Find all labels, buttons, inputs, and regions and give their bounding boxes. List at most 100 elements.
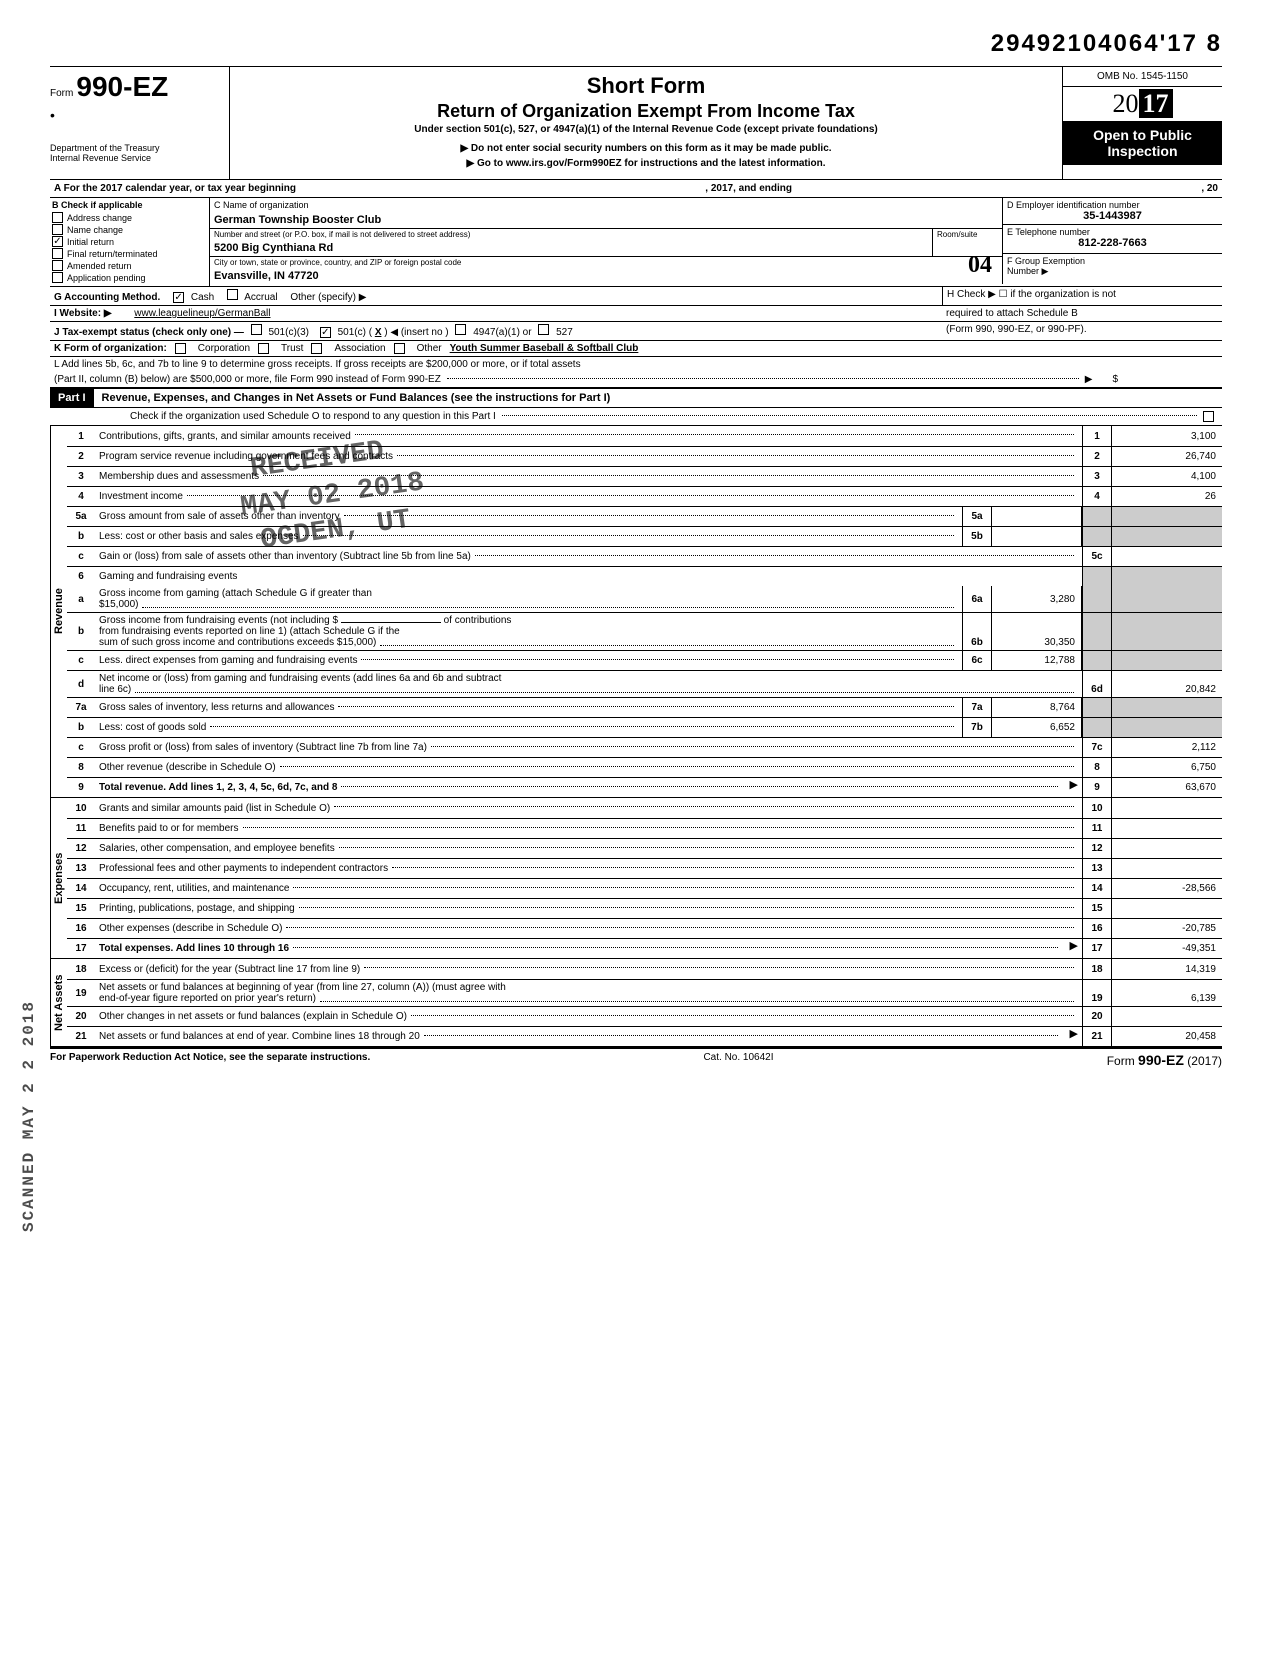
dept-treasury: Department of the Treasury — [50, 143, 221, 153]
row-GH: G Accounting Method. ✓ Cash Accrual Othe… — [50, 287, 1222, 306]
row-I: I Website: ▶ www.leaguelineup/GermanBall… — [50, 306, 1222, 322]
netassets-section: Net Assets 18Excess or (deficit) for the… — [50, 958, 1222, 1047]
open-to-public: Open to Public Inspection — [1063, 121, 1222, 165]
line-7a: 7a Gross sales of inventory, less return… — [67, 697, 1222, 717]
row-K: K Form of organization: Corporation Trus… — [50, 341, 1222, 357]
scanned-stamp: SCANNED MAY 2 2 2018 — [20, 1000, 38, 1232]
H-line1: H Check ▶ ☐ if the organization is not — [947, 289, 1218, 300]
open-line2: Inspection — [1065, 143, 1220, 159]
line-18: 18Excess or (deficit) for the year (Subt… — [67, 959, 1222, 979]
F-label2: Number ▶ — [1007, 266, 1218, 277]
line-19: 19 Net assets or fund balances at beginn… — [67, 979, 1222, 1006]
line-15: 15Printing, publications, postage, and s… — [67, 898, 1222, 918]
dept-irs: Internal Revenue Service — [50, 153, 221, 163]
D-label: D Employer identification number — [1007, 200, 1218, 210]
street-address: 5200 Big Cynthiana Rd — [210, 240, 932, 256]
subtitle: Under section 501(c), 527, or 4947(a)(1)… — [240, 124, 1052, 135]
line-12: 12Salaries, other compensation, and empl… — [67, 838, 1222, 858]
K-label: K Form of organization: — [54, 343, 167, 354]
J-insert: ) ◀ (insert no ) — [384, 327, 448, 338]
line-11: 11Benefits paid to or for members11 — [67, 818, 1222, 838]
addr-label: Number and street (or P.O. box, if mail … — [210, 229, 932, 240]
part1-label: Part I — [50, 389, 94, 407]
row-A: A For the 2017 calendar year, or tax yea… — [50, 180, 1222, 198]
footer-left: For Paperwork Reduction Act Notice, see … — [50, 1052, 370, 1068]
G-other: Other (specify) ▶ — [290, 292, 366, 303]
line-17: 17Total expenses. Add lines 10 through 1… — [67, 938, 1222, 958]
info-grid: B Check if applicable Address change Nam… — [50, 198, 1222, 287]
J-4947: 4947(a)(1) or — [473, 327, 531, 338]
G-label: G Accounting Method. — [54, 292, 160, 303]
tax-year: 2017 — [1063, 87, 1222, 121]
col-B: B Check if applicable Address change Nam… — [50, 198, 210, 286]
year-prefix: 20 — [1113, 89, 1139, 118]
line-1: 1 Contributions, gifts, grants, and simi… — [67, 426, 1222, 446]
K-corp: Corporation — [198, 343, 250, 354]
row-J: J Tax-exempt status (check only one) — 5… — [50, 322, 1222, 341]
K-assoc: Association — [334, 343, 385, 354]
rowA-end: , 20 — [1201, 183, 1218, 194]
C-label: C Name of organization — [210, 198, 1002, 212]
line-4: 4 Investment income 4 26 — [67, 486, 1222, 506]
line-5a: 5a Gross amount from sale of assets othe… — [67, 506, 1222, 526]
line-21: 21Net assets or fund balances at end of … — [67, 1026, 1222, 1046]
H-line2: required to attach Schedule B — [946, 308, 1218, 319]
row-L: L Add lines 5b, 6c, and 7b to line 9 to … — [50, 357, 1222, 388]
line-7c: c Gross profit or (loss) from sales of i… — [67, 737, 1222, 757]
rowA-mid: , 2017, and ending — [705, 183, 792, 194]
open-line1: Open to Public — [1065, 127, 1220, 143]
col-C-wrap: C Name of organization German Township B… — [210, 198, 1222, 286]
J-501c: 501(c) ( — [338, 327, 372, 338]
instruction-1: ▶ Do not enter social security numbers o… — [240, 143, 1052, 154]
form-number: 990-EZ — [76, 71, 168, 102]
part1-header-row: Part I Revenue, Expenses, and Changes in… — [50, 388, 1222, 407]
part1-title: Revenue, Expenses, and Changes in Net As… — [94, 389, 619, 407]
line-13: 13Professional fees and other payments t… — [67, 858, 1222, 878]
footer: For Paperwork Reduction Act Notice, see … — [50, 1047, 1222, 1071]
line-6: 6 Gaming and fundraising events — [67, 566, 1222, 586]
instruction-2: ▶ Go to www.irs.gov/Form990EZ for instru… — [240, 158, 1052, 169]
line-16: 16Other expenses (describe in Schedule O… — [67, 918, 1222, 938]
line-6a: a Gross income from gaming (attach Sched… — [67, 586, 1222, 612]
K-other-value: Youth Summer Baseball & Softball Club — [450, 343, 639, 354]
line-9: 9 Total revenue. Add lines 1, 2, 3, 4, 5… — [67, 777, 1222, 797]
L-line2: (Part II, column (B) below) are $500,000… — [54, 374, 441, 385]
line-7b: b Less: cost of goods sold 7b 6,652 — [67, 717, 1222, 737]
expenses-side-label: Expenses — [50, 798, 67, 958]
K-other: Other — [417, 343, 442, 354]
line-10: 10Grants and similar amounts paid (list … — [67, 798, 1222, 818]
B-header: B Check if applicable — [52, 200, 207, 210]
E-label: E Telephone number — [1007, 227, 1218, 237]
expenses-section: Expenses 10Grants and similar amounts pa… — [50, 797, 1222, 958]
I-label: I Website: ▶ — [54, 308, 112, 319]
rowA-begin: A For the 2017 calendar year, or tax yea… — [54, 183, 296, 194]
header-left: Form 990-EZ • Department of the Treasury… — [50, 67, 230, 179]
check-initial-return[interactable]: ✓Initial return — [52, 236, 207, 247]
revenue-side-label: Revenue — [50, 426, 67, 797]
check-application-pending[interactable]: Application pending — [52, 272, 207, 283]
ein-value: 35-1443987 — [1007, 210, 1218, 222]
document-id: 29492104064'17 8 — [50, 30, 1222, 58]
J-527: 527 — [556, 327, 573, 338]
check-final-return[interactable]: Final return/terminated — [52, 248, 207, 259]
website-value: www.leaguelineup/GermanBall — [134, 308, 270, 319]
part1-checkbox[interactable] — [1203, 411, 1214, 422]
form-prefix: Form — [50, 88, 73, 99]
K-trust: Trust — [281, 343, 303, 354]
part1-check-text: Check if the organization used Schedule … — [130, 411, 496, 422]
city-label: City or town, state or province, country… — [210, 257, 1002, 268]
H-line3: (Form 990, 990-EZ, or 990-PF). — [946, 324, 1218, 335]
check-amended[interactable]: Amended return — [52, 260, 207, 271]
J-501c3: 501(c)(3) — [268, 327, 309, 338]
L-arrow: ▶ — [1085, 374, 1093, 385]
return-title: Return of Organization Exempt From Incom… — [240, 101, 1052, 122]
part1-check-row: Check if the organization used Schedule … — [50, 407, 1222, 425]
line-2: 2 Program service revenue including gove… — [67, 446, 1222, 466]
G-accrual: Accrual — [244, 292, 277, 303]
F-label: F Group Exemption — [1007, 256, 1218, 266]
netassets-side-label: Net Assets — [50, 959, 67, 1046]
check-name-change[interactable]: Name change — [52, 224, 207, 235]
J-label: J Tax-exempt status (check only one) — — [54, 327, 244, 338]
check-address-change[interactable]: Address change — [52, 212, 207, 223]
col-D: D Employer identification number 35-1443… — [1002, 198, 1222, 284]
